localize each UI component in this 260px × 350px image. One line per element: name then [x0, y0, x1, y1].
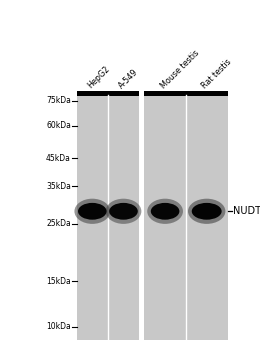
Bar [144, 94, 228, 340]
Text: Mouse testis: Mouse testis [159, 48, 201, 90]
Ellipse shape [78, 203, 107, 220]
Ellipse shape [151, 203, 179, 220]
Bar [108, 91, 139, 96]
Text: 15kDa: 15kDa [46, 277, 71, 286]
Text: 45kDa: 45kDa [46, 154, 71, 163]
Ellipse shape [109, 203, 138, 220]
Ellipse shape [188, 199, 225, 224]
Ellipse shape [74, 199, 110, 224]
Bar [77, 94, 139, 340]
Text: Rat testis: Rat testis [200, 57, 233, 90]
Text: 75kDa: 75kDa [46, 97, 71, 105]
Text: 35kDa: 35kDa [46, 182, 71, 191]
Text: 60kDa: 60kDa [46, 121, 71, 131]
Text: NUDT21: NUDT21 [233, 206, 260, 216]
Ellipse shape [106, 199, 141, 224]
Bar [186, 91, 228, 96]
Text: A-549: A-549 [117, 67, 140, 90]
Text: HepG2: HepG2 [86, 65, 112, 90]
Bar [144, 91, 186, 96]
Text: 25kDa: 25kDa [46, 219, 71, 229]
Ellipse shape [192, 203, 222, 220]
Bar [77, 91, 108, 96]
Text: 10kDa: 10kDa [46, 322, 71, 331]
Ellipse shape [147, 199, 183, 224]
